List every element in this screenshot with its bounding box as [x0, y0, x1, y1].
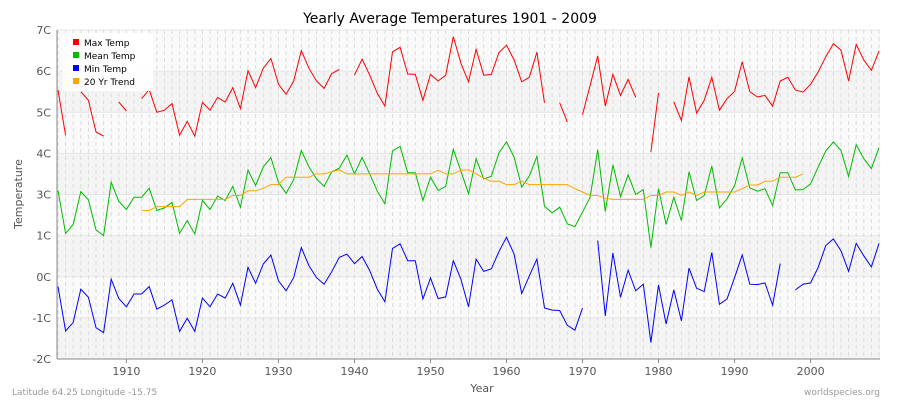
legend-box — [63, 33, 153, 91]
x-tick-label: 2000 — [797, 365, 825, 378]
footer-source[interactable]: worldspecies.org — [804, 388, 880, 398]
series-line-segment — [597, 240, 781, 343]
series-line-segment — [57, 89, 67, 136]
legend-swatch — [73, 78, 79, 84]
y-tick-label: 5C — [36, 106, 51, 119]
x-tick-label: 1970 — [569, 365, 597, 378]
y-tick-label: 4C — [36, 147, 51, 160]
legend-label: Mean Temp — [84, 52, 136, 62]
legend-swatch — [73, 39, 79, 45]
y-tick-label: 6C — [36, 65, 51, 78]
y-tick-label: 7C — [36, 24, 51, 37]
y-tick-label: 0C — [36, 271, 51, 284]
y-tick-labels: 7C 6C 5C 4C 3C 1C 0C -1C -2C — [32, 24, 51, 366]
x-tick-label: 1980 — [645, 365, 673, 378]
background-band — [57, 71, 880, 113]
legend-label: Max Temp — [84, 39, 130, 49]
series-min-temp — [57, 236, 880, 343]
y-axis-label: Temperature — [12, 159, 25, 230]
series-line-segment — [354, 36, 545, 108]
y-tick-label: 3C — [36, 189, 51, 202]
series-line-segment — [80, 91, 104, 137]
series-max-temp — [57, 36, 880, 153]
x-tick-label: 1990 — [721, 365, 749, 378]
legend: Max Temp Mean Temp Min Temp 20 Yr Trend — [63, 33, 153, 91]
background-band — [57, 30, 880, 72]
x-tick-label: 1950 — [416, 365, 444, 378]
series-line-segment — [57, 236, 583, 334]
x-axis-label: Year — [469, 382, 494, 395]
series-line-segment — [118, 101, 127, 112]
vertical-gridlines — [57, 30, 880, 359]
series-line-segment — [795, 238, 880, 291]
series-mean-temp — [57, 140, 880, 248]
legend-swatch — [73, 52, 79, 58]
series-line-segment — [650, 92, 659, 153]
background-band — [57, 112, 880, 154]
legend-label: 20 Yr Trend — [84, 78, 135, 88]
series-line-segment — [141, 169, 804, 211]
legend-swatch — [73, 65, 79, 71]
series-lines — [57, 36, 880, 343]
legend-label: Min Temp — [84, 65, 127, 75]
x-tick-label: 1910 — [112, 365, 140, 378]
series-line-segment — [559, 102, 568, 123]
y-tick-label: -2C — [32, 353, 51, 366]
series-line-segment — [673, 42, 880, 123]
y-tick-label: -1C — [32, 312, 51, 325]
series-line-segment — [582, 55, 637, 115]
x-tick-label: 1930 — [264, 365, 292, 378]
series-line-segment — [57, 140, 880, 248]
chart-title: Yearly Average Temperatures 1901 - 2009 — [302, 11, 597, 27]
x-tick-label: 1960 — [493, 365, 521, 378]
y-tick-label: 1C — [36, 230, 51, 243]
x-tick-labels: 1910 1920 1930 1940 1950 1960 1970 1980 1990 2000 — [112, 359, 825, 378]
x-tick-label: 1920 — [188, 365, 216, 378]
footer-location: Latitude 64.25 Longitude -15.75 — [12, 388, 157, 398]
series-20-yr-trend — [141, 169, 804, 211]
series-line-segment — [141, 49, 340, 138]
x-tick-label: 1940 — [340, 365, 368, 378]
